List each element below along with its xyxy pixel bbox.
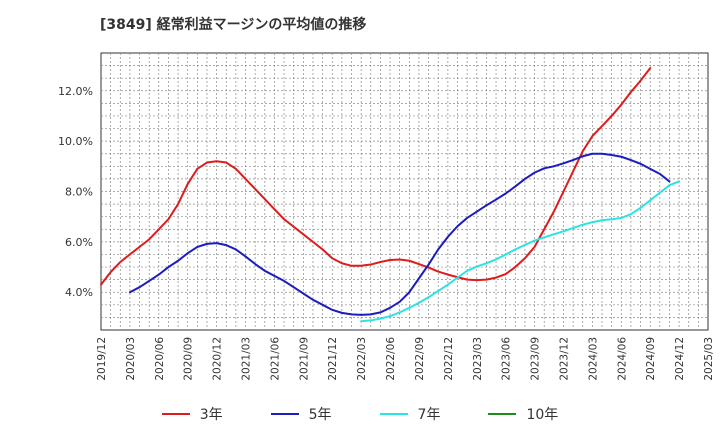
legend-label: 10年	[526, 407, 559, 423]
legend-swatch	[270, 413, 299, 415]
series-lines	[100, 67, 681, 323]
y-axis-ticks: 4.0% 6.0% 8.0% 10.0% 12.0%	[58, 85, 93, 299]
x-tick-label: 2021/09	[298, 337, 310, 381]
y-tick-label: 4.0%	[65, 286, 93, 299]
y-tick-label: 6.0%	[65, 236, 93, 249]
x-tick-label: 2024/09	[645, 337, 657, 381]
x-tick-label: 2022/09	[414, 337, 426, 381]
x-tick-label: 2020/03	[125, 337, 137, 381]
legend-item: 7年	[379, 404, 441, 424]
x-tick-label: 2024/03	[587, 337, 599, 381]
y-tick-label: 8.0%	[65, 186, 93, 199]
legend-label: 5年	[308, 407, 332, 423]
legend-label: 3年	[199, 407, 223, 423]
x-tick-label: 2025/03	[703, 337, 715, 381]
x-tick-label: 2020/12	[212, 337, 224, 381]
legend-swatch	[161, 413, 190, 415]
x-tick-label: 2023/06	[501, 337, 513, 381]
legend-label: 7年	[417, 407, 441, 423]
x-tick-label: 2023/09	[530, 337, 542, 381]
x-tick-label: 2021/03	[241, 337, 253, 381]
legend-item: 5年	[270, 404, 332, 424]
x-tick-label: 2024/12	[674, 337, 686, 381]
series-line-3年	[100, 67, 652, 286]
y-tick-label: 10.0%	[58, 135, 93, 148]
x-tick-label: 2022/03	[356, 337, 368, 381]
x-tick-label: 2021/12	[327, 337, 339, 381]
series-line-5年	[128, 152, 671, 316]
x-axis-ticks: 2019/12 2020/03 2020/06 2020/09 2020/12 2021/…	[96, 337, 715, 381]
chart-title: [3849] 経常利益マージンの平均値の推移	[100, 17, 367, 33]
x-tick-label: 2024/06	[616, 337, 628, 381]
x-tick-label: 2022/12	[443, 337, 455, 381]
legend-item: 10年	[488, 404, 558, 424]
grid-lines	[101, 53, 708, 330]
x-tick-label: 2019/12	[96, 337, 108, 381]
x-tick-label: 2020/06	[154, 337, 166, 381]
legend: 3年 5年 7年 10年	[0, 404, 720, 424]
y-tick-label: 12.0%	[58, 85, 93, 98]
x-tick-label: 2020/09	[183, 337, 195, 381]
legend-swatch	[488, 413, 517, 415]
series-line-7年	[360, 180, 681, 323]
plot-area	[100, 52, 709, 331]
x-tick-label: 2022/06	[385, 337, 397, 381]
legend-swatch	[379, 413, 408, 415]
legend-item: 3年	[161, 404, 223, 424]
x-tick-label: 2023/03	[472, 337, 484, 381]
x-tick-label: 2021/06	[269, 337, 281, 381]
x-tick-label: 2023/12	[558, 337, 570, 381]
